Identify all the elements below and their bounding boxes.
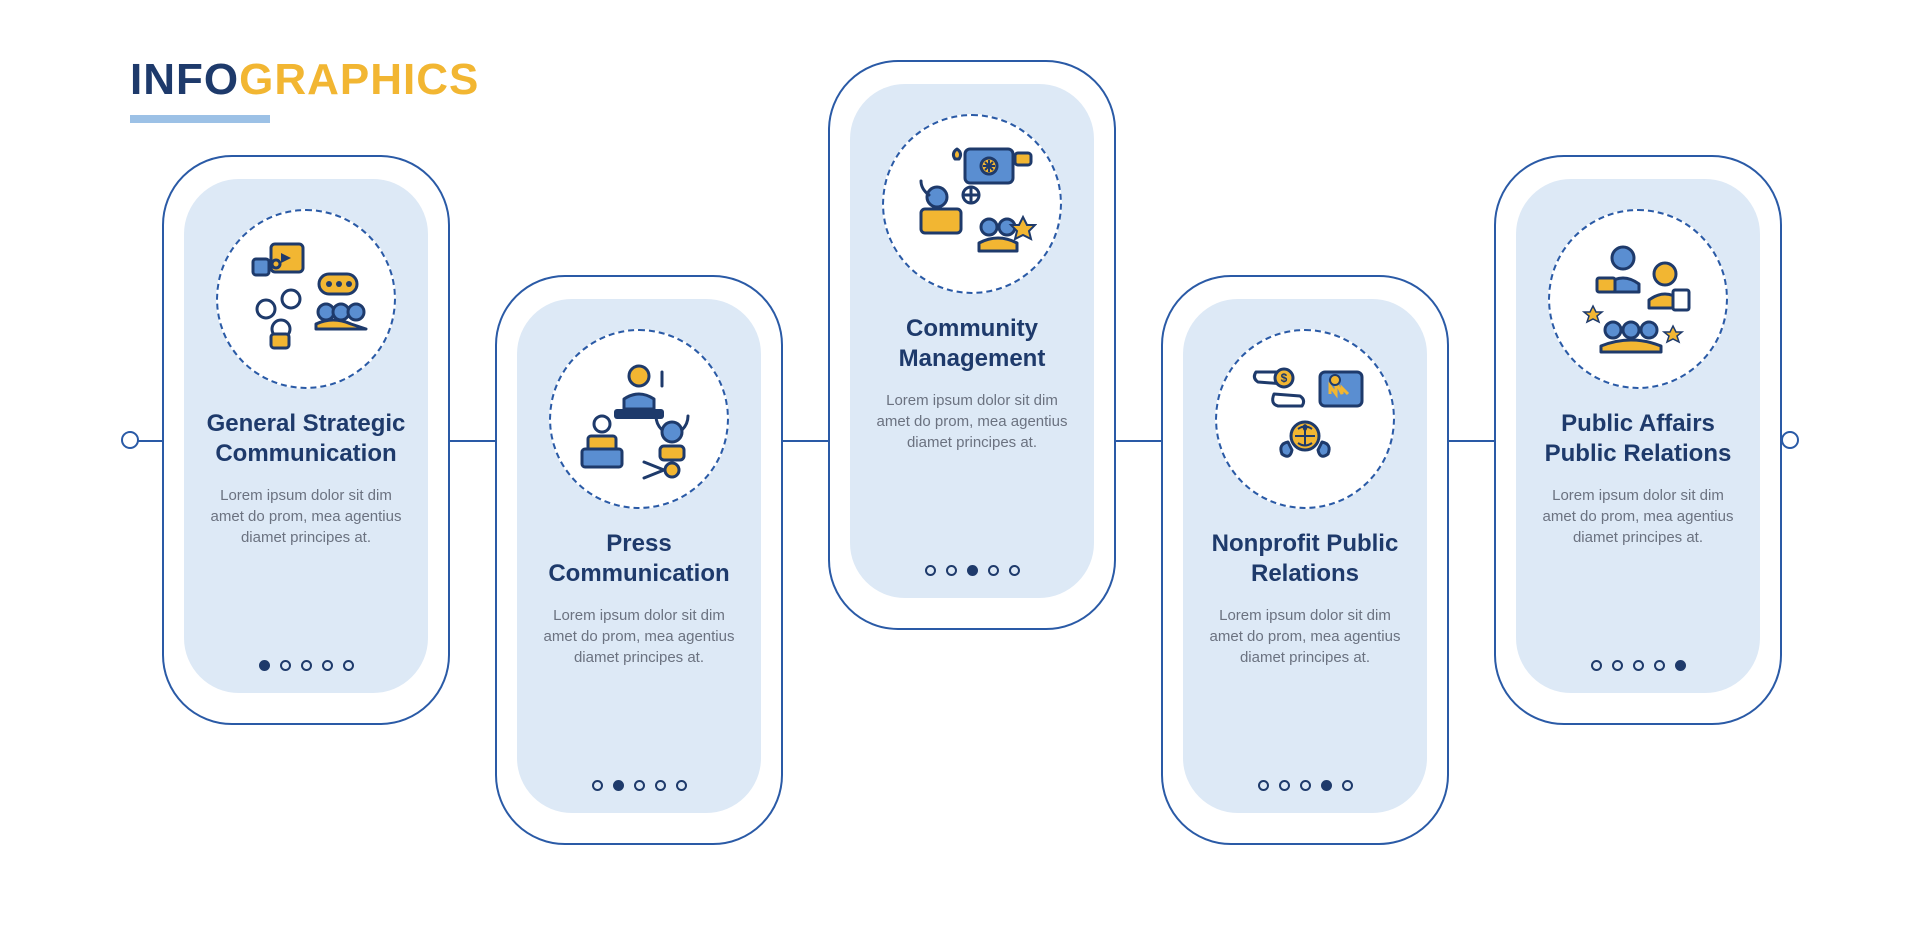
dot <box>301 660 312 671</box>
card-dots <box>592 756 687 791</box>
dot <box>613 780 624 791</box>
info-card-5: Public Affairs Public Relations Lorem ips… <box>1494 155 1782 725</box>
dot <box>1675 660 1686 671</box>
card-dots <box>259 636 354 671</box>
card-inner: General Strategic Communication Lorem ips… <box>184 179 428 693</box>
connector-endpoint-right <box>1781 431 1799 449</box>
card-title: Public Affairs Public Relations <box>1538 409 1738 469</box>
dot <box>259 660 270 671</box>
dot <box>592 780 603 791</box>
dot <box>967 565 978 576</box>
dot <box>1300 780 1311 791</box>
dot <box>1279 780 1290 791</box>
dot <box>988 565 999 576</box>
nonprofit-icon: $ <box>1215 329 1395 509</box>
dot <box>343 660 354 671</box>
strategic-icon <box>216 209 396 389</box>
public_affairs-icon <box>1548 209 1728 389</box>
info-card-2: Press Communication Lorem ipsum dolor sit… <box>495 275 783 845</box>
dot <box>1009 565 1020 576</box>
card-title: Community Management <box>872 314 1072 374</box>
card-body: Lorem ipsum dolor sit dim amet do prom, … <box>1538 485 1738 548</box>
card-body: Lorem ipsum dolor sit dim amet do prom, … <box>539 605 739 668</box>
card-inner: Press Communication Lorem ipsum dolor sit… <box>517 299 761 813</box>
info-card-4: $ Nonprofit Public Relations Lorem ipsum … <box>1161 275 1449 845</box>
card-body: Lorem ipsum dolor sit dim amet do prom, … <box>872 390 1072 453</box>
dot <box>925 565 936 576</box>
info-card-3: Community Management Lorem ipsum dolor si… <box>828 60 1116 630</box>
card-body: Lorem ipsum dolor sit dim amet do prom, … <box>1205 605 1405 668</box>
card-title: Nonprofit Public Relations <box>1205 529 1405 589</box>
card-inner: $ Nonprofit Public Relations Lorem ipsum … <box>1183 299 1427 813</box>
dot <box>946 565 957 576</box>
dot <box>322 660 333 671</box>
card-title: General Strategic Communication <box>206 409 406 469</box>
card-inner: Public Affairs Public Relations Lorem ips… <box>1516 179 1760 693</box>
infographic-stage: General Strategic Communication Lorem ips… <box>130 40 1790 890</box>
card-dots <box>925 541 1020 576</box>
dot <box>1342 780 1353 791</box>
card-body: Lorem ipsum dolor sit dim amet do prom, … <box>206 485 406 548</box>
dot <box>634 780 645 791</box>
community-icon <box>882 114 1062 294</box>
connector-endpoint-left <box>121 431 139 449</box>
card-title: Press Communication <box>539 529 739 589</box>
svg-text:$: $ <box>1281 371 1288 385</box>
card-dots <box>1591 636 1686 671</box>
dot <box>1633 660 1644 671</box>
dot <box>655 780 666 791</box>
dot <box>1321 780 1332 791</box>
dot <box>280 660 291 671</box>
dot <box>1612 660 1623 671</box>
dot <box>1258 780 1269 791</box>
dot <box>1591 660 1602 671</box>
card-inner: Community Management Lorem ipsum dolor si… <box>850 84 1094 598</box>
card-dots <box>1258 756 1353 791</box>
dot <box>676 780 687 791</box>
dot <box>1654 660 1665 671</box>
info-card-1: General Strategic Communication Lorem ips… <box>162 155 450 725</box>
press-icon <box>549 329 729 509</box>
